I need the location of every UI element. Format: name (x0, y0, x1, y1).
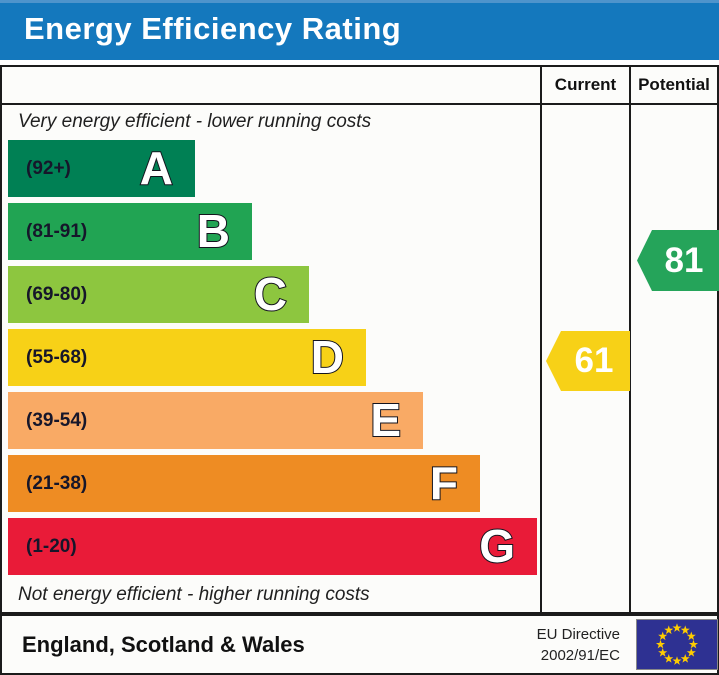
band-row: (21-38) F (8, 455, 480, 512)
band-row: (92+) A (8, 140, 195, 197)
band-range: (92+) (26, 157, 71, 179)
band-range: (39-54) (26, 409, 88, 431)
eu-directive-line1: EU Directive (536, 626, 620, 643)
potential-rating-value: 81 (664, 240, 704, 280)
current-rating-value: 61 (574, 341, 614, 380)
band-letter: E (369, 393, 402, 447)
eu-star-icon (655, 639, 666, 649)
band-letter: B (196, 204, 231, 258)
eu-directive-line2: 2002/91/EC (540, 647, 620, 664)
eu-star-icon (686, 631, 696, 641)
band-row: (55-68) D (8, 329, 366, 386)
eu-star-icon (664, 653, 674, 663)
eu-star-icon (680, 653, 690, 663)
column-header-current: Current (554, 75, 617, 94)
eu-flag-stars-icon (655, 623, 699, 665)
header-row-divider (2, 103, 717, 105)
band-range: (21-38) (26, 472, 88, 494)
potential-column-divider (629, 67, 631, 612)
page-title: Energy Efficiency Rating (24, 11, 402, 46)
band-letter: F (429, 456, 459, 510)
footer: England, Scotland & Wales EU Directive 2… (0, 614, 719, 675)
eu-star-icon (672, 623, 682, 632)
band-row: (81-91) B (8, 203, 252, 260)
eu-star-icon (664, 625, 674, 635)
band-row: (39-54) E (8, 392, 423, 449)
eu-directive-label: EU Directive 2002/91/EC (537, 624, 620, 666)
band-letter: G (478, 519, 516, 573)
band-letter: D (310, 330, 345, 384)
eu-flag (636, 619, 718, 670)
bottom-note: Not energy efficient - higher running co… (18, 584, 370, 605)
column-header-potential: Potential (638, 75, 710, 94)
eu-star-icon (688, 639, 699, 649)
potential-rating-arrow: 81 (637, 230, 719, 291)
eu-star-icon (686, 647, 696, 657)
band-letter: C (253, 267, 288, 321)
current-column-divider (540, 67, 542, 612)
region-label: England, Scotland & Wales (22, 632, 305, 657)
eu-star-icon (658, 647, 668, 657)
top-note: Very energy efficient - lower running co… (18, 111, 372, 132)
eu-star-icon (672, 656, 682, 665)
band-letter: A (139, 141, 174, 195)
band-row: (1-20) G (8, 518, 537, 575)
current-rating-arrow: 61 (546, 331, 630, 391)
band-range: (1-20) (26, 535, 77, 557)
band-range: (81-91) (26, 220, 88, 242)
band-row: (69-80) C (8, 266, 309, 323)
band-range: (55-68) (26, 346, 88, 368)
eu-star-icon (658, 631, 668, 641)
band-range: (69-80) (26, 283, 88, 305)
title-bar: Energy Efficiency Rating (0, 0, 719, 60)
eu-star-icon (680, 625, 690, 635)
